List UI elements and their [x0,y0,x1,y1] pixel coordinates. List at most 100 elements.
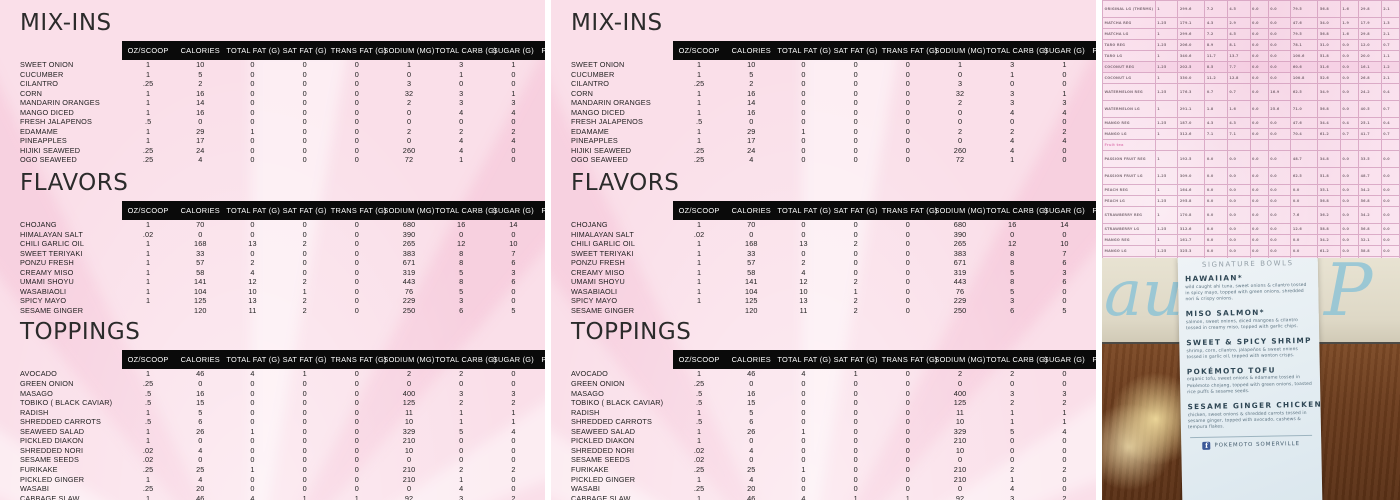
table-cell: 0 [1062,79,1067,89]
table-toppings-wrap: OZ/SCOOP CALORIES TOTAL FAT (G) SAT FAT (G)… [565,350,1096,500]
table-cell: 0 [302,267,307,277]
table-cell: 1 [697,126,702,136]
row-label: FRESH JALAPENOS [571,117,643,127]
script-text-right: P [1324,260,1373,332]
table-cell: 1 [697,60,702,69]
table-cell: 20 [747,484,756,494]
table-header-row: OZ/SCOOP CALORIES TOTAL FAT (G) SAT FAT (G)… [565,350,1096,370]
table-cell: 125 [194,296,207,306]
table-cell: 0 [1062,474,1067,484]
spreadsheet-cell: 187.0 [1177,117,1206,129]
table-cell [673,306,725,316]
table-cell: 0 [853,79,858,89]
table-flavors-wrap: OZ/SCOOP CALORIES TOTAL FAT (G) SAT FAT (G)… [565,201,1096,316]
table-cell: 2 [801,258,806,268]
table-cell: 0 [511,369,516,379]
table-cell: 0 [905,267,910,277]
spreadsheet-cell: 0.0 [1249,0,1269,18]
table-cell: 0 [354,98,359,108]
table-cell: 0 [354,126,359,136]
table-row: MANDARIN ORANGES 1 14 0 0 0 2 3 3 0 [14,98,545,108]
row-label: CHOJANG [571,220,608,230]
spreadsheet-cell: 0.0 [1267,206,1292,224]
spreadsheet-cell: 0.0 [1249,39,1269,51]
spreadsheet-cell: 79.5 [1290,28,1319,40]
row-label: HIJIKI SEAWEED [20,145,81,155]
table-cell: 1 [1010,69,1015,79]
table-cell: 6 [1062,277,1067,287]
table-cell: 0 [198,379,203,389]
row-label: SESAME SEEDS [20,455,79,465]
table-cell: 1 [146,69,151,79]
column-header: PROTEIN (G) [539,201,545,221]
table-cell: 0 [511,436,516,446]
spreadsheet-cell: 12.8 [1226,72,1251,84]
table-cell: 1 [801,126,806,136]
spreadsheet-row: PASSION FRUIT LG 1.25 309.0 0.0 0.0 0.0 0.0 62.… [1102,167,1400,185]
table-cell: 4 [250,493,255,500]
table-cell: 1 [146,248,151,258]
table-cell: 2 [957,98,963,108]
spreadsheet-cell: 1.6 [1226,100,1251,118]
spreadsheet-cell: 31.0 [1317,39,1341,51]
menu-item-description: chicken, sweet onions & shredded carrots… [1187,410,1307,431]
table-cell: 0 [540,408,546,418]
spreadsheet-row: MATCHA REG 1.25 179.1 4.3 2.9 0.0 0.0 47.6 34.0 1… [1102,17,1400,29]
spreadsheet-cell: 0.0 [1204,245,1228,257]
column-header: SAT FAT (G) [278,201,331,221]
table-cell: 1 [146,267,151,277]
table-cell: 1 [801,426,806,436]
row-label: UMAMI SHOYU [20,277,74,287]
spreadsheet-cell: 0.0 [1290,245,1319,257]
table-row: PONZU FRESH 1 57 2 0 0 671 8 6 1 [565,258,1096,268]
spreadsheet-cell: 340.6 [1177,50,1206,62]
column-header: SODIUM (MG) [933,350,987,370]
spreadsheet-cell: 56.8 [1317,195,1341,207]
table-row: AVOCADO 1 46 4 1 0 2 2 0 1 [565,369,1096,379]
table-cell: 0 [1091,296,1097,306]
table-cell: 0 [354,426,359,436]
table-cell: 0 [801,407,806,417]
table-row: RADISH1500011110 [14,408,545,418]
spreadsheet-cell: 0.0 [1339,206,1360,224]
table-cell: 0 [354,436,359,446]
row-label: CREAMY MISO [571,267,625,277]
spreadsheet-cell: 0.0 [1249,150,1269,168]
table-cell: 1 [459,407,464,417]
table-row: CHOJANG 1 70 0 0 0 680 16 14 0 [14,220,545,230]
table-cell: 3 [1010,98,1015,108]
table-toppings: OZ/SCOOP CALORIES TOTAL FAT (G) SAT FAT (G)… [565,350,1096,500]
table-cell: 1 [697,426,702,436]
spreadsheet-cell: 0.0 [1204,150,1228,168]
table-cell: 0 [853,220,858,230]
table-cell: 0 [1091,239,1097,249]
spreadsheet-cell: 7.1 [1226,128,1251,140]
column-header: PROTEIN (G) [539,41,545,60]
table-cell: 1 [511,407,516,417]
table-cell: 0 [1062,229,1067,239]
spreadsheet-cell: 47.6 [1290,117,1319,129]
table-cell: 0 [250,145,255,155]
column-header: SAT FAT (G) [829,201,882,221]
table-cell: 13 [248,296,257,306]
table-cell: 6 [459,305,464,315]
table-cell: 0 [853,155,858,165]
spreadsheet-cell: 1.25 [1154,39,1179,51]
spreadsheet-cell: 0.0 [1339,195,1360,207]
table-cell: 0 [250,229,255,239]
column-header: TRANS FAT (G) [330,41,386,60]
table-cell: 0 [511,379,516,389]
column-header: SAT FAT (G) [278,41,331,60]
row-label: SHREDDED NORI [571,445,635,455]
spreadsheet-cell: 56.8 [1358,223,1382,235]
row-label: WASABI [20,484,50,494]
nutrition-panel-right: MIX-INS OZ/SCOOP CALORIES TOTAL FAT (G) SAT… [551,0,1096,500]
spreadsheet-cell: 1 [1154,150,1179,168]
table-cell: 2 [1010,126,1015,136]
table-cell: 0 [302,398,307,408]
table-cell: 0 [302,436,307,446]
table-cell: 1 [697,369,702,379]
signature-bowls-menu-card: SIGNATURE BOWLS HAWAIIAN* wild caught ahi… [1177,258,1323,500]
table-cell: 15 [196,398,205,408]
table-cell: 0 [302,126,307,136]
